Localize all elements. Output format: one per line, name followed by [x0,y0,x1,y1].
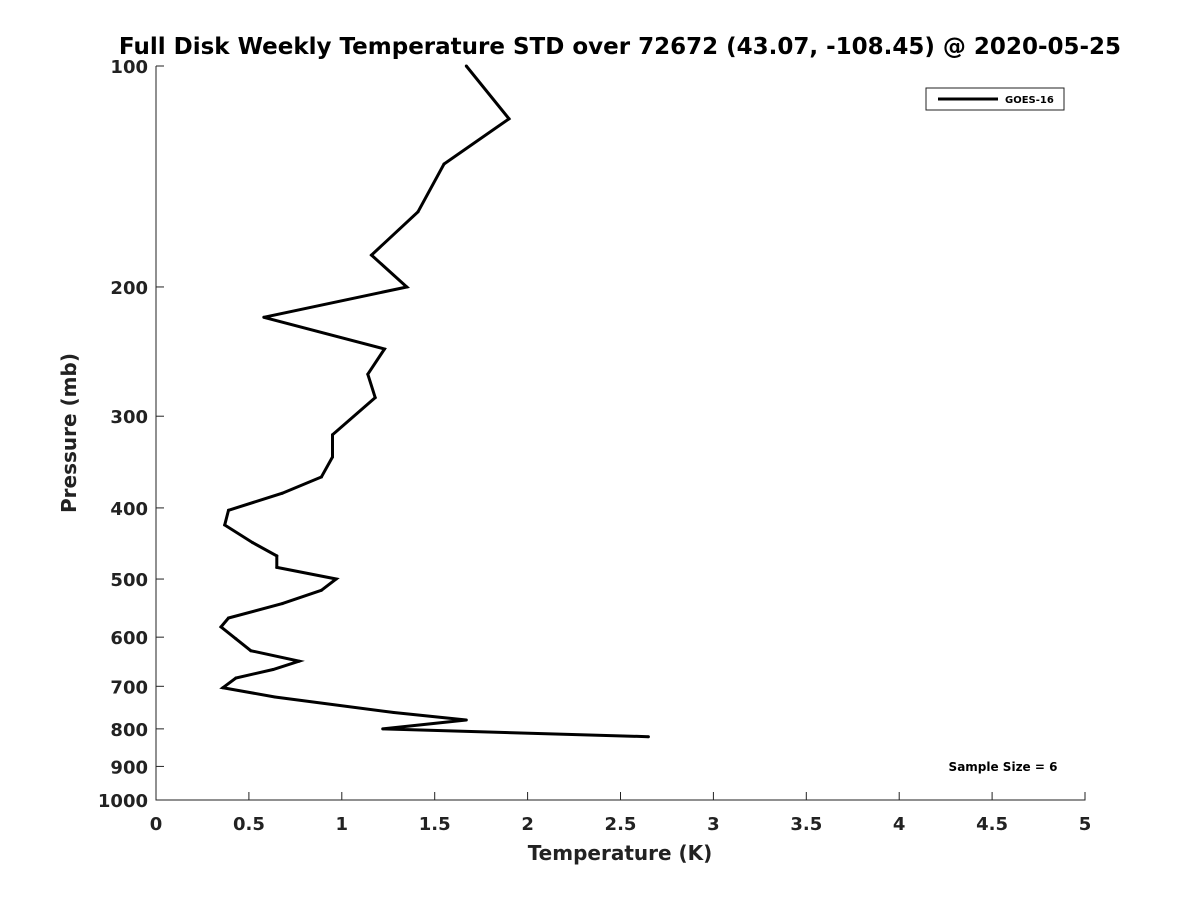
data-point [442,162,446,166]
plot-axes [155,66,1086,801]
x-tick-label: 1 [336,814,349,835]
y-tick-label: 1000 [98,791,148,812]
data-point [227,508,230,512]
data-point [275,565,279,569]
x-tick-label: 3.5 [790,814,822,835]
x-tick-label: 0.5 [233,814,265,835]
y-tick-label: 600 [110,628,148,649]
data-point [275,554,279,558]
x-tick-label: 2 [521,814,534,835]
data-point [416,210,420,214]
data-point [249,649,253,653]
y-tick-label: 500 [110,570,148,591]
data-point [370,253,373,257]
data-point [464,718,468,722]
data-point [507,117,511,121]
data-point [373,396,377,400]
series-line-goes-16 [218,65,649,739]
y-tick-label: 800 [110,720,148,741]
data-point [271,668,275,671]
data-point [392,711,396,714]
sample-size-annotation: Sample Size = 6 [949,760,1058,774]
data-point [331,455,334,459]
x-tick-label: 4.5 [976,814,1008,835]
x-tick-label: 3 [707,814,720,835]
x-tick-label: 2.5 [605,814,637,835]
data-point [383,347,386,351]
chart-title: Full Disk Weekly Temperature STD over 72… [119,34,1121,60]
data-point [319,475,323,479]
x-tick-label: 1.5 [419,814,451,835]
data-point [405,285,409,289]
data-point [646,735,650,739]
x-tick-label: 0 [150,814,163,835]
data-point [280,602,284,606]
data-point [221,686,225,690]
data-point [234,637,238,641]
data-point [234,676,238,680]
x-axis-ticks: 0 0.5 1 1.5 2 2.5 3 3.5 4 4.5 5 [150,792,1092,835]
y-axis-ticks: 100 200 300 400 500 600 700 800 900 1000 [98,57,164,812]
y-tick-label: 300 [110,407,148,428]
data-point [464,64,468,68]
x-tick-label: 5 [1079,814,1092,835]
y-axis-label: Pressure (mb) [57,353,81,513]
data-point [219,625,223,629]
x-axis-label: Temperature (K) [528,841,713,865]
legend-label-goes-16: GOES-16 [1005,95,1054,106]
y-tick-label: 200 [110,278,148,299]
data-point [366,372,370,376]
data-point [331,433,334,437]
y-tick-label: 700 [110,677,148,698]
data-point [223,523,227,527]
x-tick-label: 4 [893,814,906,835]
y-tick-label: 400 [110,499,148,520]
data-point [251,541,255,545]
data-point [273,695,277,699]
series-data-points [219,64,650,739]
y-tick-label: 100 [110,57,148,78]
data-point [227,616,230,620]
data-point [319,588,323,592]
data-point [297,659,301,663]
data-point [280,491,284,495]
y-tick-label: 900 [110,757,148,778]
legend: GOES-16 [925,87,1065,111]
data-point [334,577,338,581]
data-point [262,315,266,319]
data-point [381,727,385,731]
